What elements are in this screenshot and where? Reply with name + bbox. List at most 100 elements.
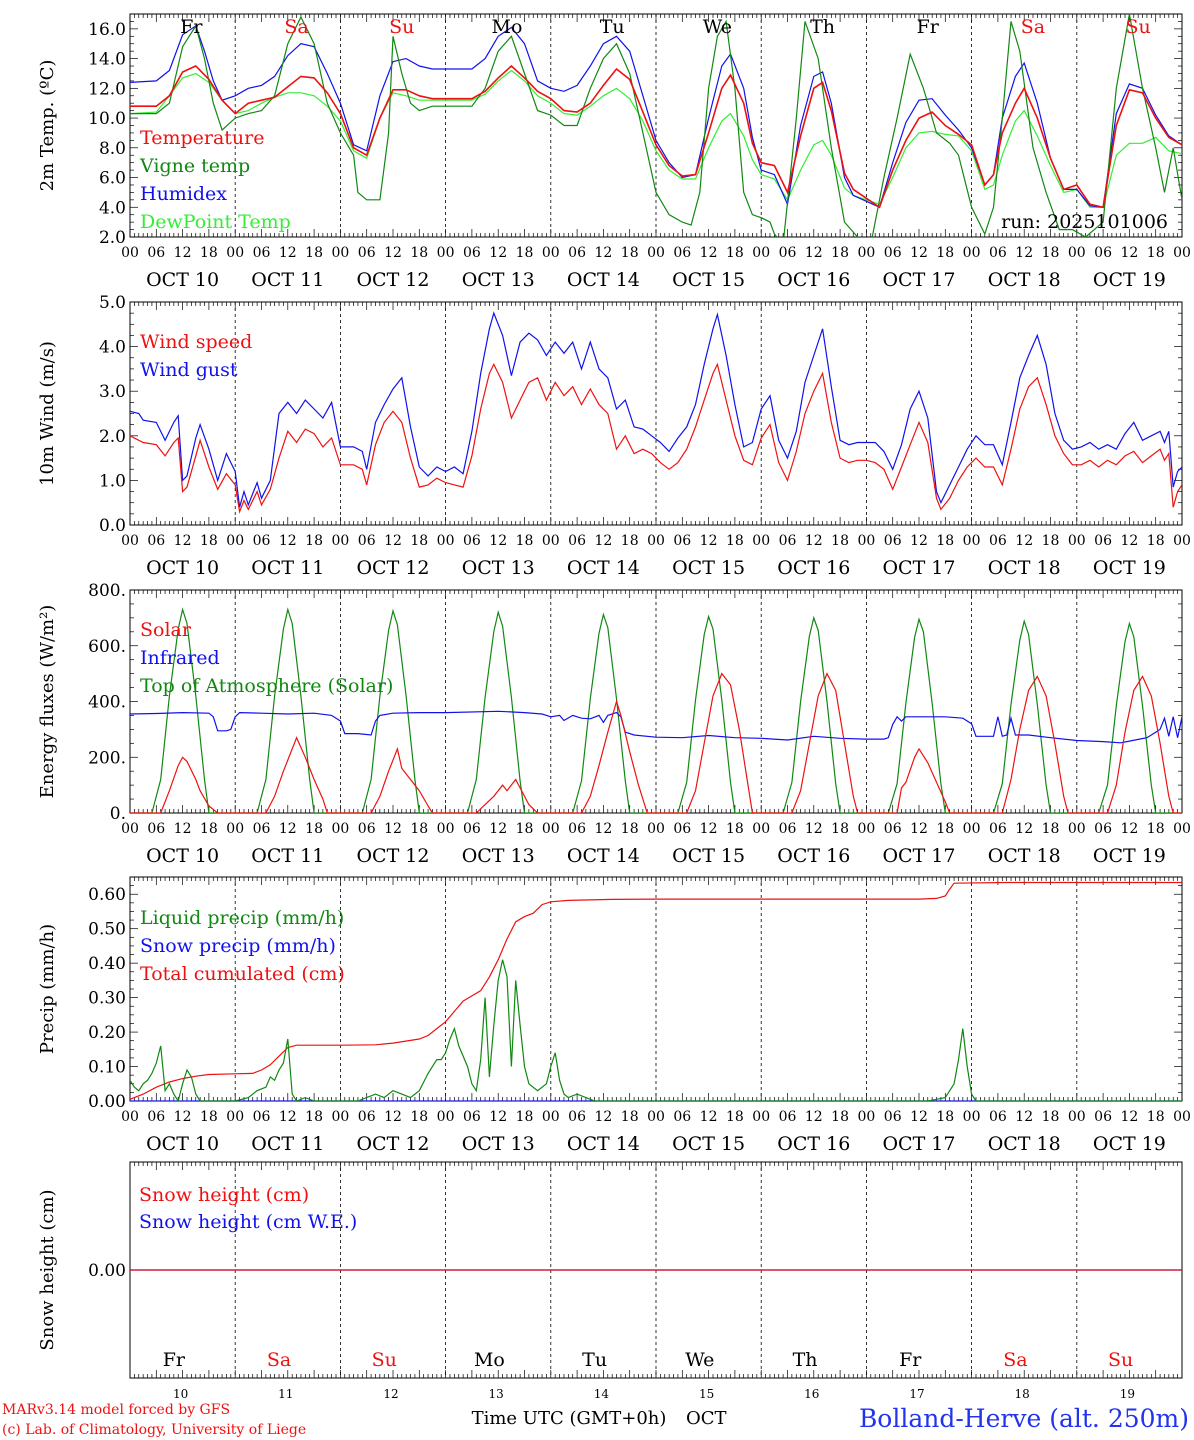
legend-entry: Snow height (cm W.E.) bbox=[139, 1211, 357, 1233]
hour-tick-label: 06 bbox=[358, 245, 376, 261]
hour-tick-label: 00 bbox=[1173, 245, 1191, 261]
y-tick-label: 600. bbox=[88, 637, 126, 657]
series-line-vigne-temp bbox=[130, 14, 1182, 237]
day-number-label: 19 bbox=[1120, 1387, 1135, 1401]
date-label: OCT 18 bbox=[988, 269, 1061, 291]
day-number-label: 17 bbox=[909, 1387, 924, 1401]
hour-tick-label: 06 bbox=[673, 533, 691, 549]
legend-entry: Humidex bbox=[140, 183, 227, 205]
day-of-week-label: We bbox=[685, 1349, 714, 1371]
hour-tick-label: 00 bbox=[857, 533, 875, 549]
day-number-label: 18 bbox=[1015, 1387, 1030, 1401]
hour-tick-label: 00 bbox=[1173, 1109, 1191, 1125]
y-tick-label: 0.60 bbox=[88, 885, 126, 905]
day-of-week-label: Th bbox=[793, 1349, 818, 1371]
hour-tick-label: 18 bbox=[516, 821, 534, 837]
y-tick-label: 0.40 bbox=[88, 954, 126, 974]
date-label: OCT 16 bbox=[777, 1133, 850, 1155]
hour-tick-label: 06 bbox=[253, 533, 271, 549]
hour-tick-label: 06 bbox=[1094, 245, 1112, 261]
hour-tick-label: 12 bbox=[279, 245, 297, 261]
hour-tick-label: 18 bbox=[726, 533, 744, 549]
day-of-week-label: Mo bbox=[492, 16, 523, 38]
hour-tick-label: 06 bbox=[884, 533, 902, 549]
y-tick-label: 4.0 bbox=[99, 338, 126, 358]
date-label: OCT 17 bbox=[882, 845, 955, 867]
hour-tick-label: 18 bbox=[410, 533, 428, 549]
series-line-infrared bbox=[130, 710, 1182, 744]
panel-3: 0. 200. 400. 600. 800. Energy fluxes (W/m²) So… bbox=[37, 581, 1191, 867]
time-axis-title: Time UTC (GMT+0h) bbox=[472, 1408, 667, 1429]
hour-tick-label: 18 bbox=[1147, 245, 1165, 261]
hour-tick-label: 00 bbox=[542, 1109, 560, 1125]
date-label: OCT 16 bbox=[777, 845, 850, 867]
hour-tick-label: 06 bbox=[358, 821, 376, 837]
day-of-week-label: Su bbox=[389, 16, 414, 38]
hour-tick-label: 12 bbox=[805, 245, 823, 261]
hour-tick-label: 06 bbox=[1094, 1109, 1112, 1125]
hour-tick-label: 06 bbox=[989, 533, 1007, 549]
hour-tick-label: 06 bbox=[884, 821, 902, 837]
hour-tick-label: 18 bbox=[516, 533, 534, 549]
hour-tick-label: 00 bbox=[121, 245, 139, 261]
day-of-week-label: Th bbox=[810, 16, 835, 38]
legend-entry: Snow precip (mm/h) bbox=[140, 935, 336, 957]
hour-tick-label: 12 bbox=[489, 533, 507, 549]
hour-tick-label: 00 bbox=[647, 245, 665, 261]
hour-tick-label: 12 bbox=[174, 245, 192, 261]
y-tick-label: 12.0 bbox=[88, 79, 126, 99]
hour-tick-label: 12 bbox=[1015, 533, 1033, 549]
series-line-humidex bbox=[130, 24, 1182, 209]
day-of-week-label: Mo bbox=[474, 1349, 505, 1371]
day-of-week-label: Fr bbox=[163, 1349, 186, 1371]
date-label: OCT 13 bbox=[462, 1133, 535, 1155]
hour-tick-label: 00 bbox=[1173, 821, 1191, 837]
hour-tick-label: 12 bbox=[174, 533, 192, 549]
hour-tick-label: 12 bbox=[1015, 821, 1033, 837]
hour-tick-label: 00 bbox=[857, 1109, 875, 1125]
hour-tick-label: 12 bbox=[384, 245, 402, 261]
date-label: OCT 14 bbox=[567, 269, 640, 291]
hour-tick-label: 12 bbox=[805, 821, 823, 837]
day-number-label: 16 bbox=[804, 1387, 819, 1401]
hour-tick-label: 18 bbox=[1147, 1109, 1165, 1125]
hour-tick-label: 06 bbox=[568, 533, 586, 549]
hour-tick-label: 18 bbox=[1042, 245, 1060, 261]
hour-tick-label: 00 bbox=[331, 1109, 349, 1125]
y-tick-label: 2.0 bbox=[99, 427, 126, 447]
hour-tick-label: 06 bbox=[147, 821, 165, 837]
hour-tick-label: 12 bbox=[910, 245, 928, 261]
hour-tick-label: 18 bbox=[936, 533, 954, 549]
legend-entry: Solar bbox=[140, 619, 192, 641]
legend-entry: Top of Atmosphere (Solar) bbox=[140, 675, 393, 697]
hour-tick-label: 18 bbox=[305, 821, 323, 837]
date-label: OCT 15 bbox=[672, 1133, 745, 1155]
date-label: OCT 13 bbox=[462, 269, 535, 291]
hour-tick-label: 18 bbox=[936, 245, 954, 261]
y-tick-label: 0.00 bbox=[88, 1092, 126, 1112]
series-line-temperature bbox=[130, 64, 1182, 209]
date-label: OCT 19 bbox=[1093, 269, 1166, 291]
hour-tick-label: 00 bbox=[542, 533, 560, 549]
run-label: run: 2025101006 bbox=[1001, 211, 1168, 233]
legend-entry: DewPoint Temp bbox=[140, 211, 291, 233]
date-label: OCT 17 bbox=[882, 269, 955, 291]
day-of-week-label: Su bbox=[372, 1349, 397, 1371]
hour-tick-label: 06 bbox=[989, 1109, 1007, 1125]
hour-tick-label: 00 bbox=[857, 821, 875, 837]
hour-tick-label: 12 bbox=[174, 1109, 192, 1125]
date-label: OCT 10 bbox=[146, 845, 219, 867]
hour-tick-label: 00 bbox=[1068, 245, 1086, 261]
hour-tick-label: 00 bbox=[226, 533, 244, 549]
hour-tick-label: 18 bbox=[1042, 821, 1060, 837]
panel-frame bbox=[129, 301, 1183, 526]
hour-tick-label: 12 bbox=[594, 245, 612, 261]
legend-entry: Total cumulated (cm) bbox=[140, 963, 345, 985]
series-line-dewpoint-temp bbox=[130, 69, 1182, 208]
hour-tick-label: 12 bbox=[279, 533, 297, 549]
day-number-label: 12 bbox=[383, 1387, 398, 1401]
day-number-label: 13 bbox=[489, 1387, 504, 1401]
hour-tick-label: 12 bbox=[805, 533, 823, 549]
y-tick-label: 0.20 bbox=[88, 1023, 126, 1043]
hour-tick-label: 06 bbox=[358, 533, 376, 549]
